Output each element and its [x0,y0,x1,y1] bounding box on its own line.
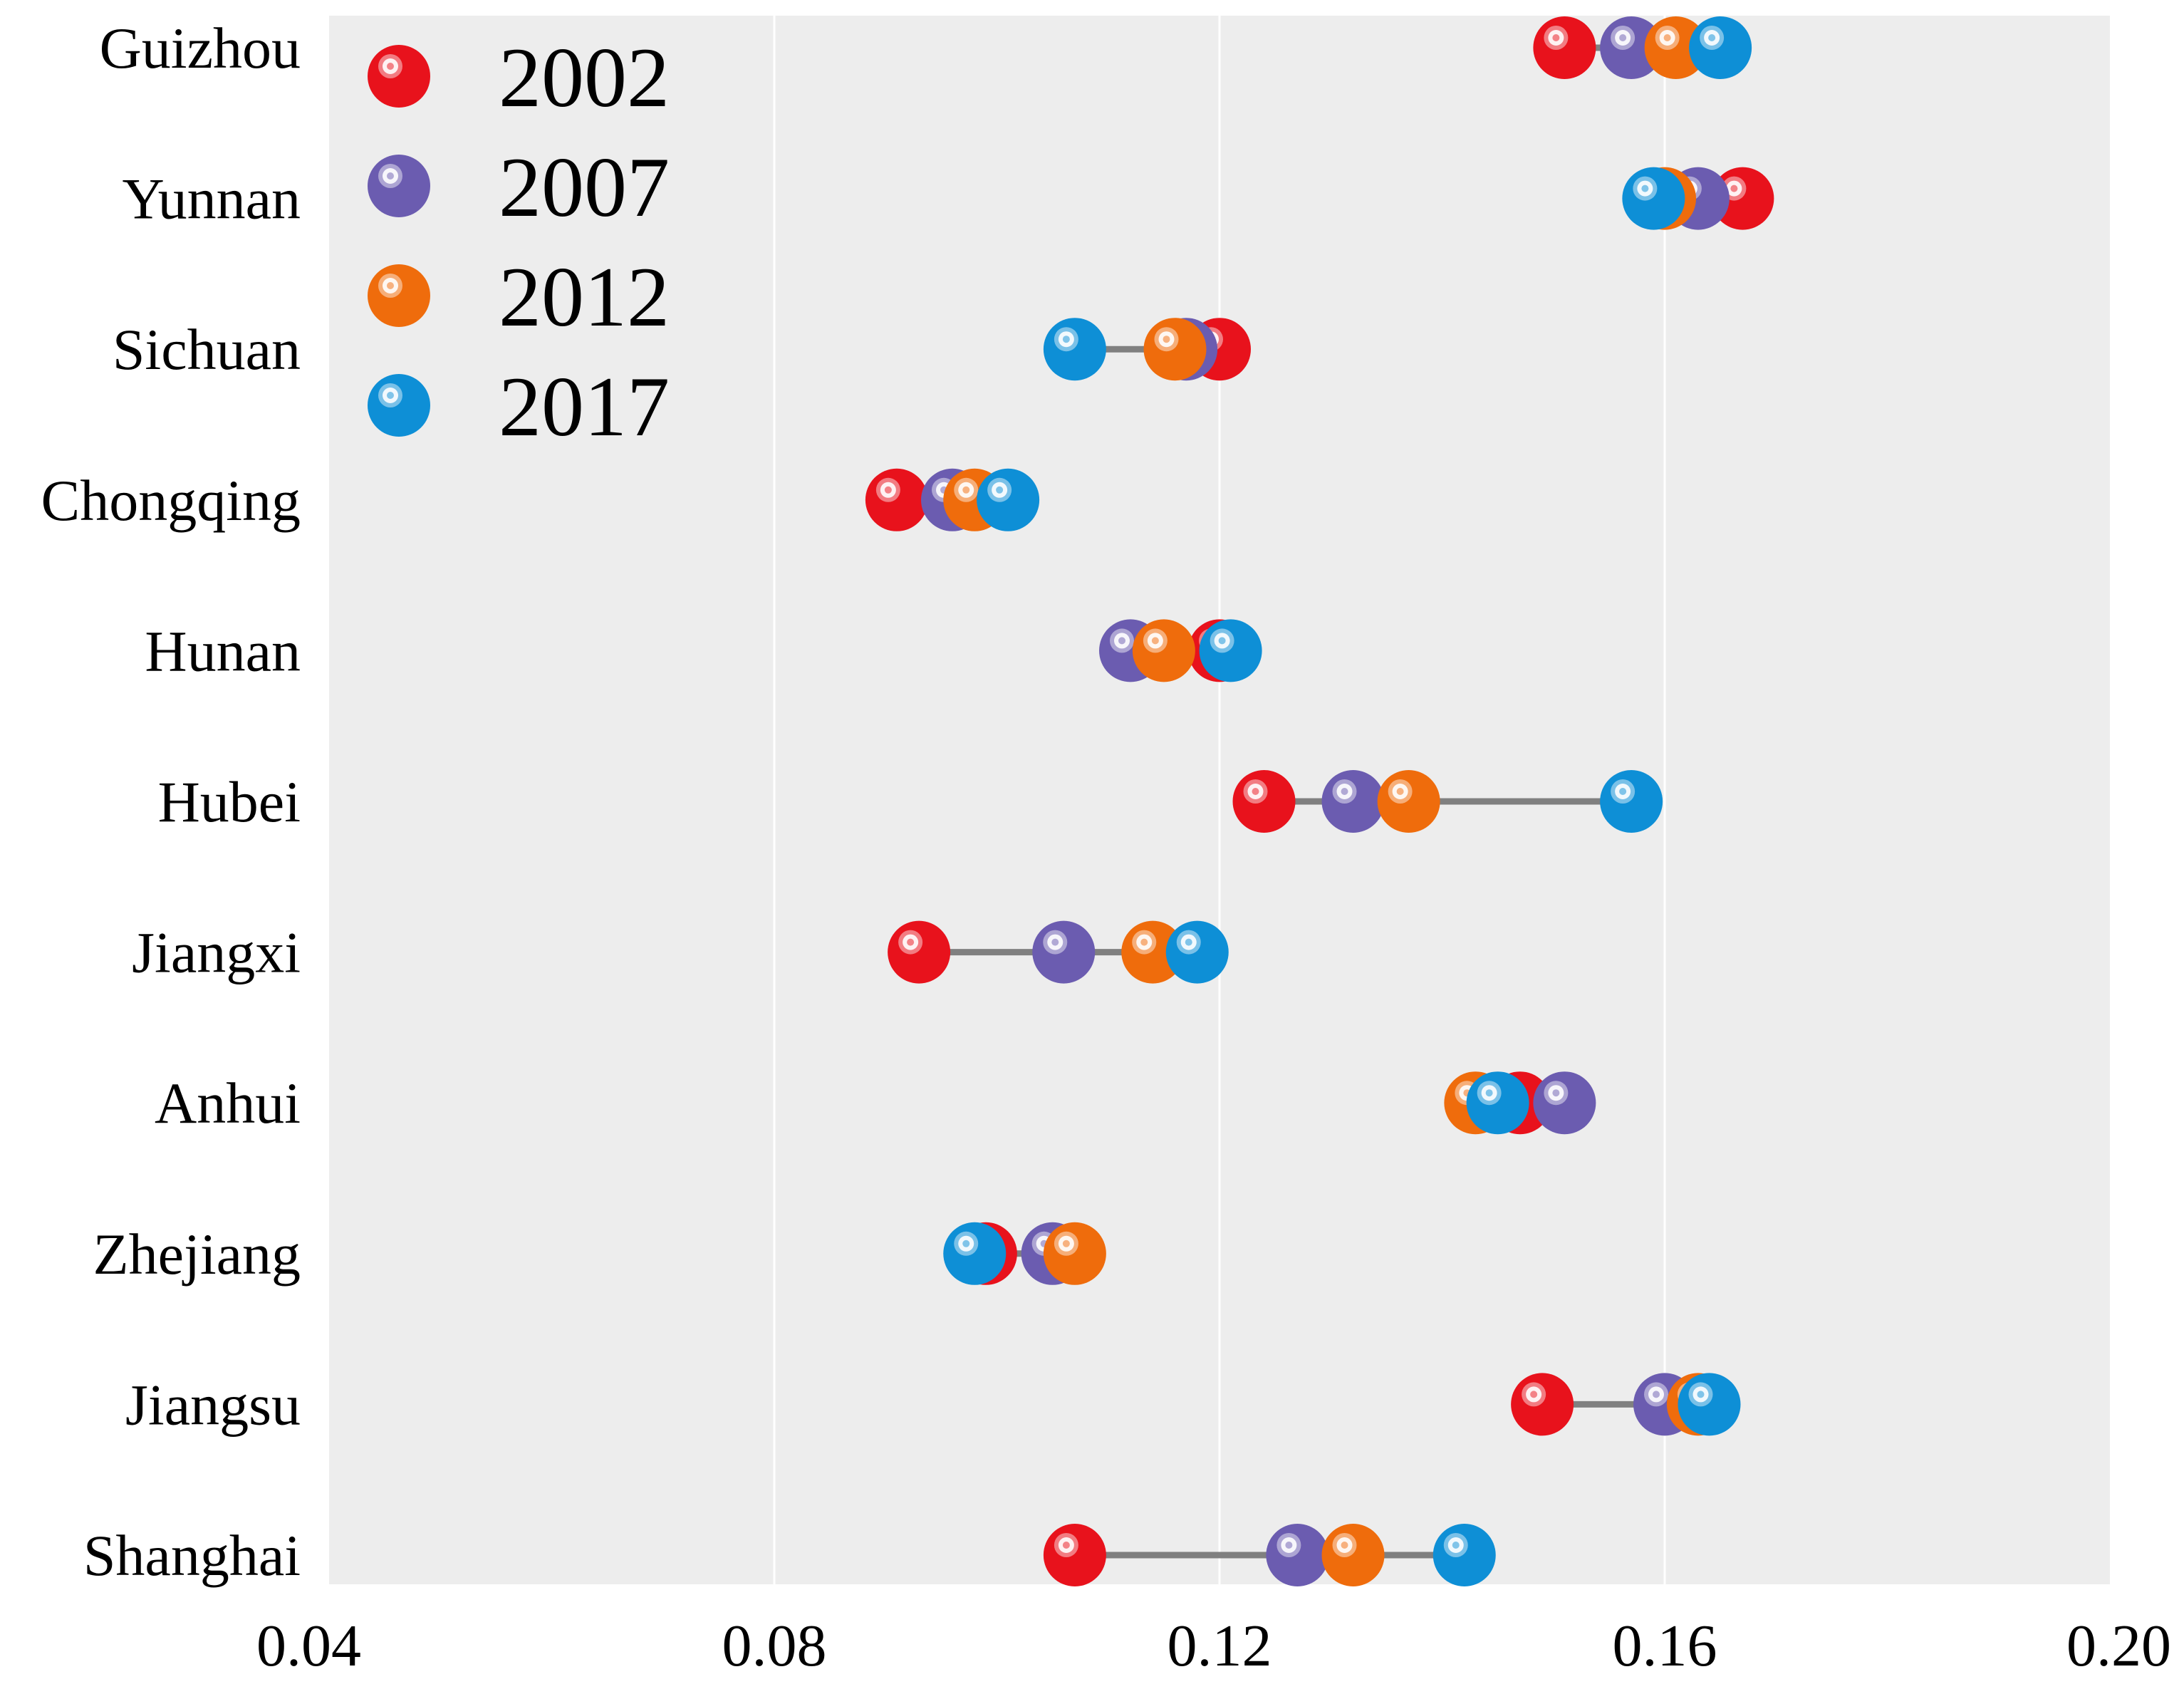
y-category-label: Shanghai [83,1523,301,1588]
x-tick-label: 0.20 [2066,1613,2171,1679]
point-2007 [1266,1524,1329,1586]
point-2017 [1689,16,1752,79]
point-2017 [1432,1524,1496,1586]
point-2007 [1600,16,1663,79]
point-2002 [1232,770,1296,833]
y-category-label: Anhui [155,1071,301,1136]
point-2002 [1711,167,1774,230]
point-2012 [1043,1222,1106,1285]
point-2002 [1043,1524,1106,1586]
y-category-label: Jiangxi [132,920,301,985]
point-2012 [1132,619,1195,682]
x-tick-label: 0.12 [1168,1613,1272,1679]
y-category-label: Zhejiang [93,1222,301,1287]
x-tick-label: 0.08 [722,1613,827,1679]
legend-marker-2012 [368,264,430,327]
x-axis-labels: 0.04 0.08 0.12 0.16 0.20 [256,1613,2171,1679]
point-2017 [1165,920,1229,984]
y-category-label: Sichuan [113,317,301,382]
point-2017 [1600,770,1663,833]
y-category-label: Hubei [158,769,301,834]
y-category-label: Yunnan [122,167,301,232]
y-category-label: Hunan [145,618,301,683]
point-2007 [1321,770,1385,833]
point-2017 [1466,1071,1529,1135]
point-2007 [1533,1071,1596,1135]
legend-marker-2002 [368,45,430,108]
point-2002 [1533,16,1596,79]
point-2007 [1032,920,1096,984]
gridlines [773,16,1666,1584]
legend-label: 2017 [499,359,670,454]
point-2012 [1321,1524,1385,1586]
point-2017 [943,1222,1007,1285]
point-2017 [1199,619,1262,682]
point-2017 [1678,1373,1741,1436]
y-category-label: Guizhou [100,16,301,80]
point-2002 [888,920,951,984]
point-2012 [1644,16,1707,79]
legend-label: 2002 [499,30,670,125]
point-2017 [977,468,1040,531]
y-axis-labels: Guizhou Yunnan Sichuan Chongqing Hunan Hubei J… [41,16,301,1588]
legend-label: 2012 [499,249,670,344]
point-2012 [1143,318,1207,381]
point-2017 [1043,318,1106,381]
legend-label: 2007 [499,140,670,234]
data-points [865,16,1774,1586]
point-2002 [1511,1373,1574,1436]
point-2002 [865,468,928,531]
point-2017 [1622,167,1685,230]
legend-marker-2007 [368,155,430,217]
legend-marker-2017 [368,374,430,437]
point-2012 [1377,770,1440,833]
x-tick-label: 0.04 [256,1613,361,1679]
x-tick-label: 0.16 [1613,1613,1717,1679]
y-category-label: Jiangsu [125,1372,301,1437]
legend: 2002 2007 2012 2017 [368,30,670,454]
y-category-label: Chongqing [41,468,301,533]
point-2012 [1121,920,1185,984]
